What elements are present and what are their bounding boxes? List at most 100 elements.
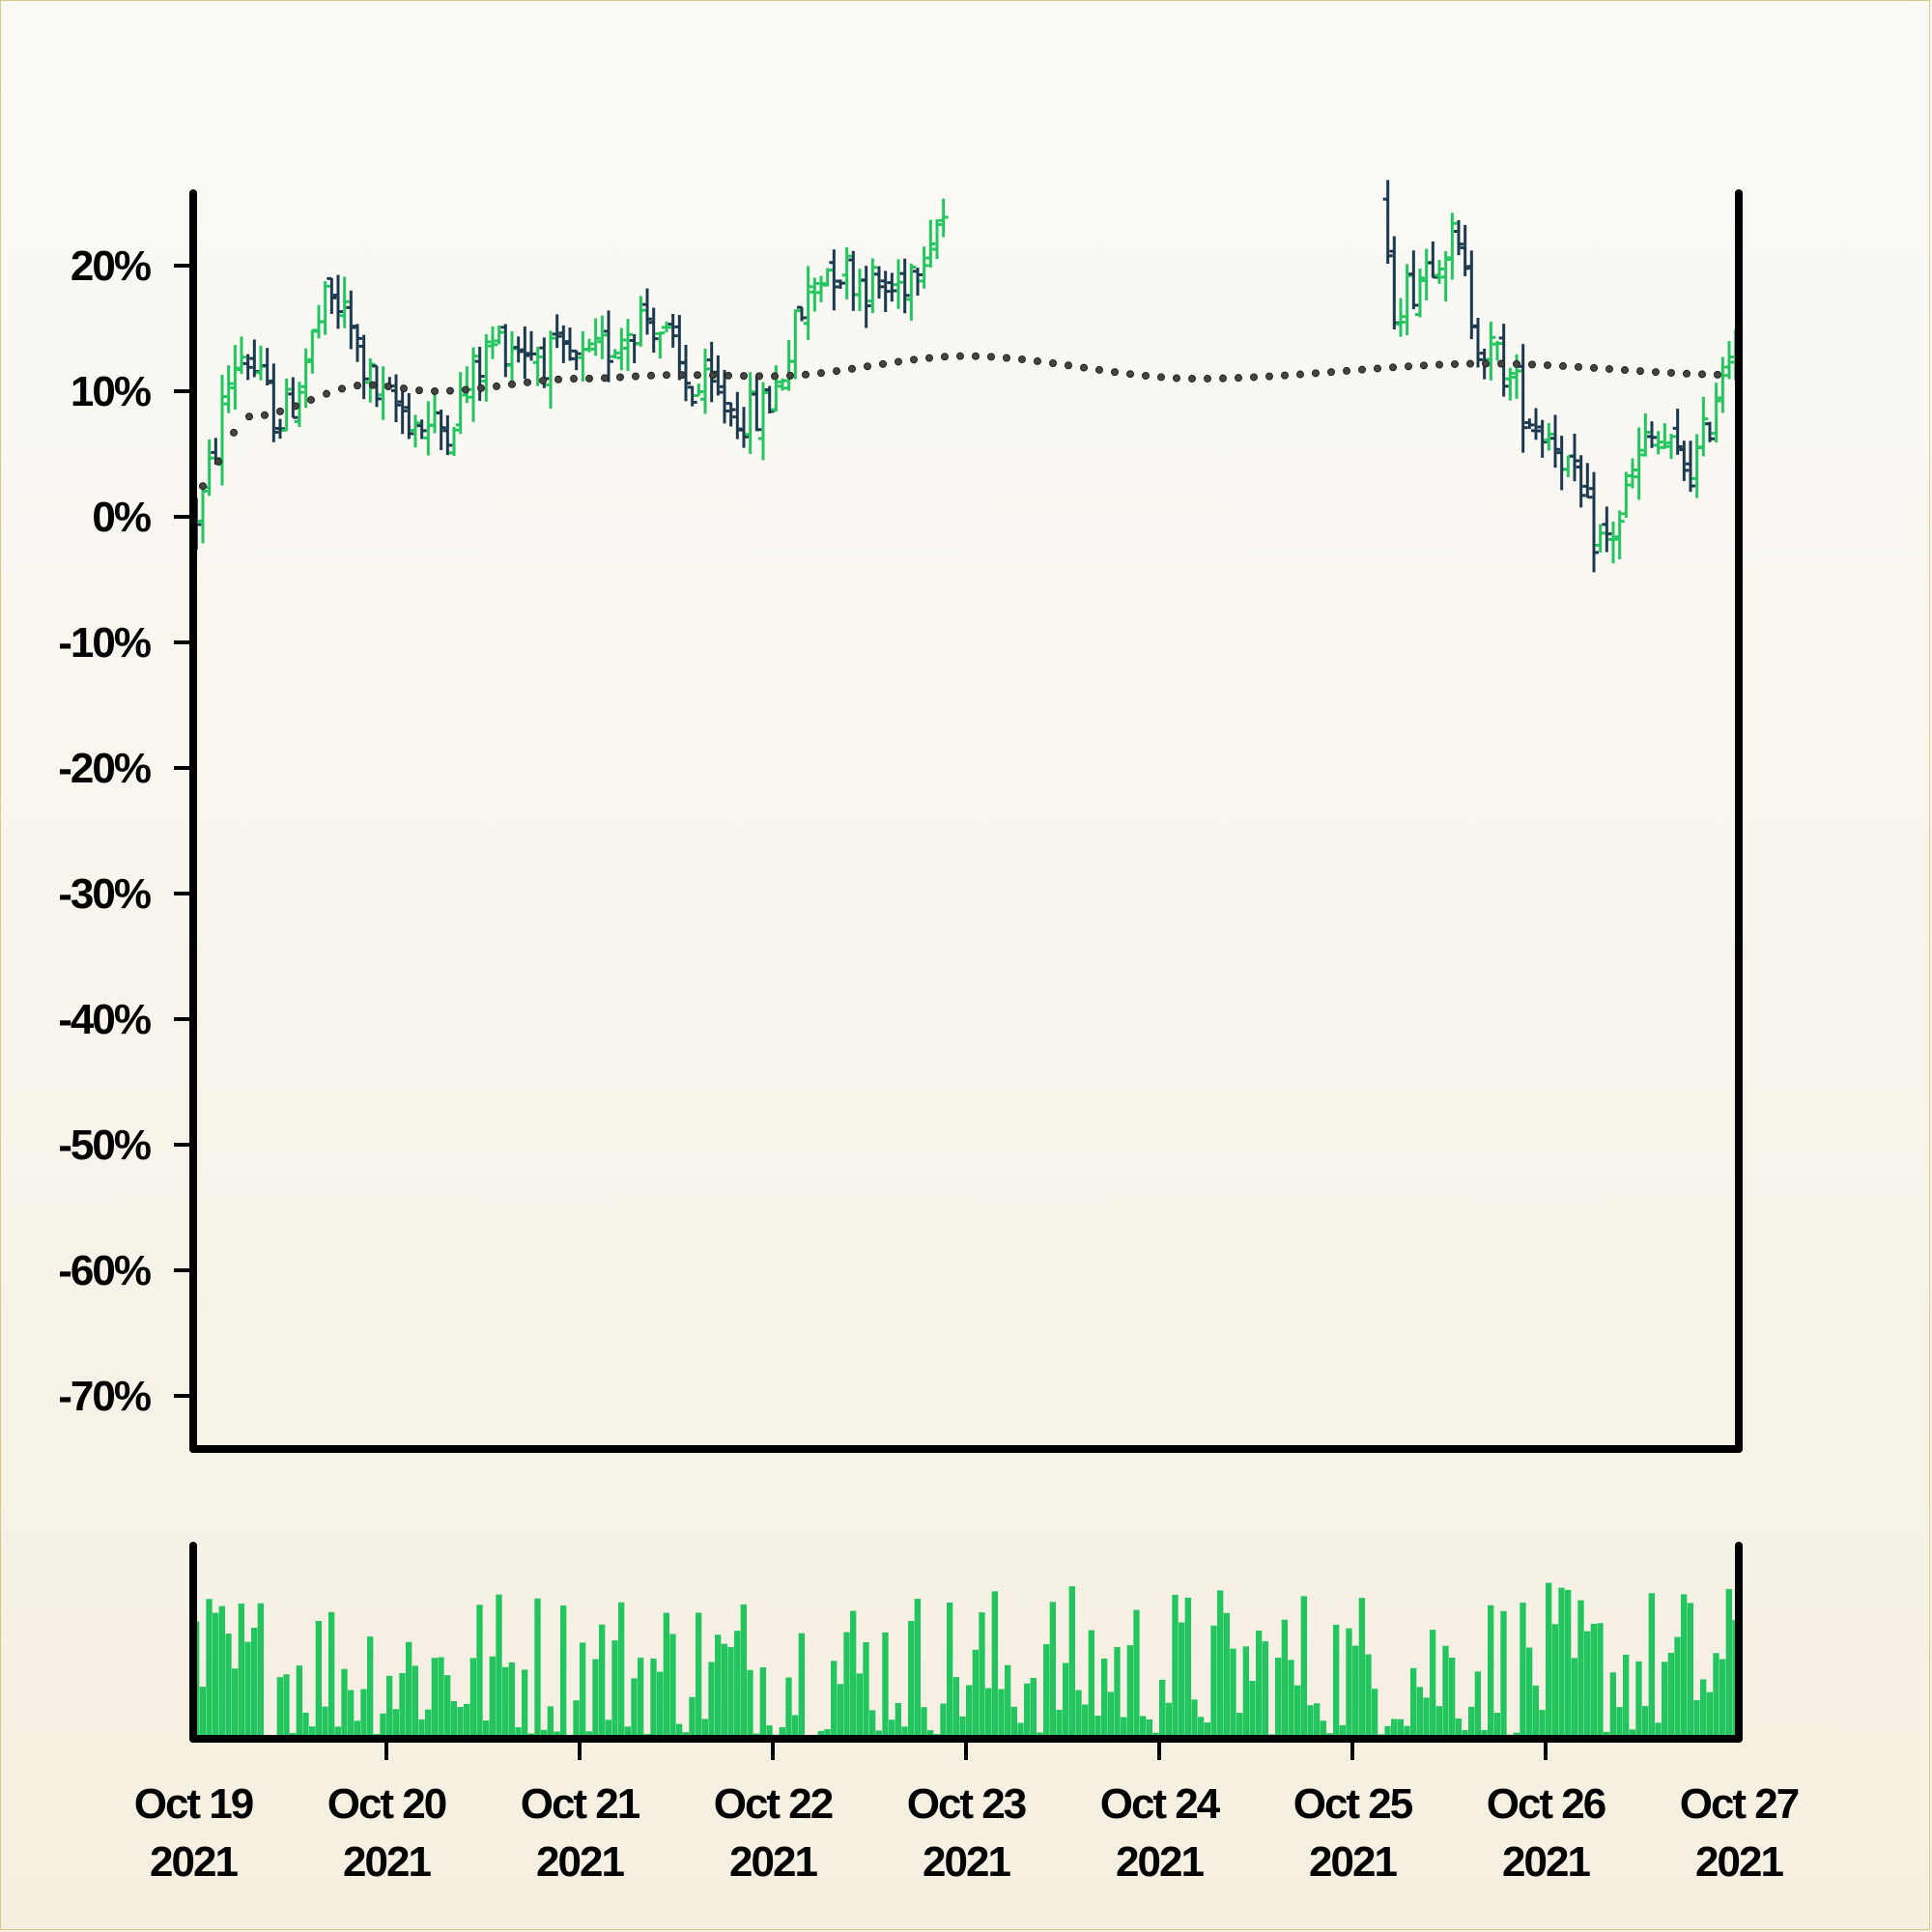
volume-bar <box>1474 1671 1481 1739</box>
ohlc-bar <box>507 330 517 382</box>
volume-bar <box>334 1726 341 1739</box>
moving-average-point <box>694 371 701 380</box>
ohlc-bar <box>1537 419 1548 458</box>
moving-average-point <box>1327 368 1335 377</box>
ohlc-bar <box>442 414 453 456</box>
ohlc-bar <box>1705 421 1715 442</box>
volume-bar <box>489 1656 496 1739</box>
ohlc-bar <box>739 407 749 448</box>
volume-bar <box>1320 1720 1326 1739</box>
ohlc-bar <box>642 288 652 335</box>
moving-average-point <box>1575 362 1582 371</box>
volume-bar <box>1333 1624 1340 1739</box>
volume-bar <box>1629 1729 1635 1739</box>
ohlc-bar <box>636 296 646 347</box>
volume-bar <box>1384 1725 1391 1739</box>
x-tick-label-date: Oct 21 <box>521 1780 640 1828</box>
moving-average-point <box>1497 359 1505 368</box>
moving-average-point <box>199 482 207 491</box>
ohlc-bar <box>925 219 936 268</box>
volume-bar <box>875 1730 882 1739</box>
moving-average-point <box>987 353 995 361</box>
volume-bar <box>1423 1697 1430 1739</box>
ohlc-bar <box>1628 458 1637 489</box>
volume-bar <box>901 1726 908 1739</box>
volume-bar <box>1667 1653 1674 1739</box>
volume-bar <box>469 1658 476 1739</box>
volume-bar <box>592 1659 599 1739</box>
volume-bar <box>824 1728 831 1739</box>
volume-bar <box>238 1604 244 1739</box>
ohlc-bar <box>880 270 891 312</box>
volume-bar <box>380 1713 386 1739</box>
volume-bar <box>721 1643 727 1739</box>
volume-bar <box>547 1706 554 1739</box>
moving-average-point <box>1235 374 1242 383</box>
ohlc-bar <box>1647 421 1657 448</box>
moving-average-point <box>601 374 609 383</box>
moving-average-point <box>214 457 222 466</box>
volume-bar <box>476 1605 483 1739</box>
ohlc-bar <box>913 268 923 297</box>
moving-average-point <box>1018 355 1026 364</box>
ohlc-bar <box>790 309 801 380</box>
volume-bar <box>863 1642 869 1739</box>
ohlc-bar <box>610 349 620 359</box>
volume-bar <box>1294 1685 1301 1739</box>
ohlc-bar <box>262 348 272 386</box>
volume-bar <box>502 1666 509 1739</box>
ohlc-bar <box>623 319 633 372</box>
x-tick-label-year: 2021 <box>343 1838 431 1886</box>
moving-average-point <box>1405 362 1412 371</box>
volume-bar <box>1404 1725 1410 1739</box>
volume-bar <box>1635 1661 1642 1739</box>
moving-average-point <box>709 371 717 380</box>
ohlc-bar <box>237 336 246 375</box>
ohlc-bar <box>1724 341 1734 380</box>
volume-bar <box>1063 1662 1069 1739</box>
ohlc-bar <box>256 345 266 381</box>
volume-bar <box>979 1612 985 1739</box>
ohlc-bar <box>1435 260 1444 284</box>
volume-bar <box>631 1678 638 1739</box>
ohlc-bar <box>1653 431 1663 455</box>
ohlc-bar <box>906 263 917 321</box>
volume-bar <box>1719 1659 1726 1739</box>
ohlc-bar <box>1691 434 1702 498</box>
ohlc-bar <box>571 349 582 371</box>
volume-bar <box>199 1687 206 1739</box>
volume-bar <box>727 1646 734 1739</box>
ohlc-bar <box>783 340 794 391</box>
volume-bar <box>972 1649 979 1739</box>
ohlc-bar <box>339 276 350 328</box>
volume-bar <box>1687 1603 1693 1739</box>
volume-bar <box>611 1640 618 1739</box>
moving-average-point <box>508 380 516 388</box>
moving-average-point <box>276 407 284 415</box>
volume-bar <box>418 1719 425 1739</box>
volume-bar <box>837 1684 843 1739</box>
ohlc-bar <box>578 330 588 382</box>
y-tick-label: -10% <box>58 619 151 667</box>
ohlc-bar <box>353 324 362 362</box>
moving-average-point <box>1513 359 1520 368</box>
moving-average-point <box>1034 356 1041 365</box>
moving-average-point <box>1111 368 1119 377</box>
moving-average-point <box>1466 359 1474 368</box>
volume-bar <box>1449 1657 1456 1739</box>
moving-average-point <box>1559 361 1567 370</box>
volume-bar <box>895 1703 901 1739</box>
ohlc-bar <box>416 419 427 440</box>
ohlc-bar <box>1421 248 1432 300</box>
volume-bar <box>599 1624 606 1739</box>
ohlc-bar <box>1686 440 1695 493</box>
volume-bar <box>1159 1679 1166 1739</box>
y-tick-label: -60% <box>58 1247 151 1294</box>
ohlc-bar <box>1563 454 1574 477</box>
moving-average-point <box>771 372 779 381</box>
ohlc-bar <box>732 391 743 440</box>
ohlc-bar <box>217 374 227 486</box>
moving-average-point <box>369 381 377 389</box>
moving-average-point <box>493 382 500 390</box>
